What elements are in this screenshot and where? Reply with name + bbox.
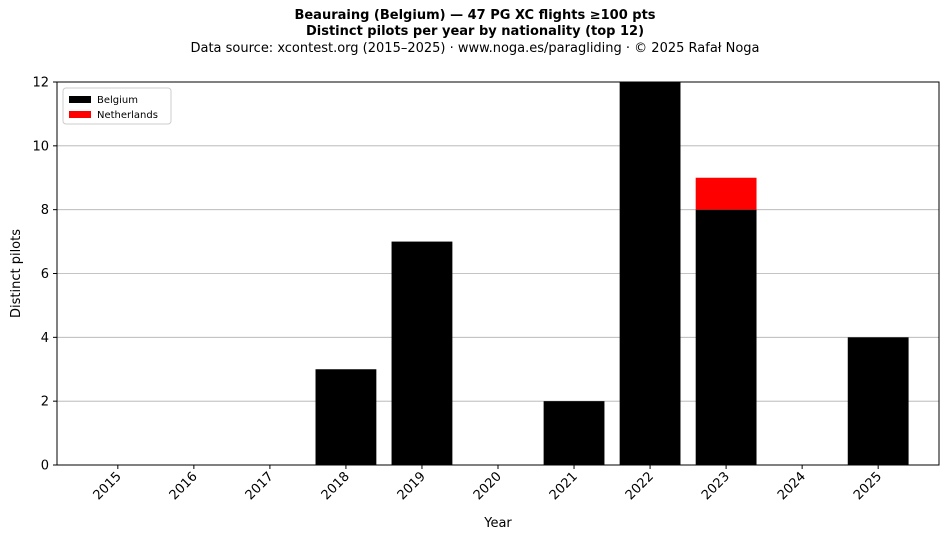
y-tick-label: 6 — [41, 267, 49, 282]
x-tick-label: 2023 — [699, 469, 733, 503]
y-axis-label: Distinct pilots — [9, 229, 24, 318]
y-tick-label: 0 — [41, 459, 49, 474]
y-axis: 0 2 4 6 8 10 12 — [32, 76, 57, 474]
bar-belgium-2018 — [315, 369, 377, 465]
x-tick-label: 2024 — [775, 469, 809, 503]
bar-belgium-2021 — [543, 401, 605, 465]
chart-title-2: Distinct pilots per year by nationality … — [305, 24, 645, 39]
legend-label-netherlands: Netherlands — [97, 110, 158, 121]
y-tick-label: 8 — [41, 203, 49, 218]
y-tick-label: 10 — [32, 139, 49, 154]
x-tick-label: 2019 — [395, 469, 429, 503]
x-axis: 2015 2016 2017 2018 2019 2020 2021 2022 2023 2024… — [91, 465, 885, 503]
grid-lines — [57, 145, 939, 402]
x-tick-label: 2021 — [547, 469, 581, 503]
x-tick-label: 2015 — [91, 469, 125, 503]
y-tick-label: 2 — [41, 395, 49, 410]
bar-belgium-2022 — [619, 82, 681, 465]
x-axis-label: Year — [483, 516, 512, 531]
x-tick-label: 2022 — [623, 469, 657, 503]
chart-title-block: Beauraing (Belgium) — 47 PG XC flights ≥… — [0, 8, 950, 57]
chart-title: Beauraing (Belgium) — 47 PG XC flights ≥… — [294, 8, 656, 23]
x-tick-label: 2017 — [243, 469, 277, 503]
x-tick-label: 2025 — [851, 469, 885, 503]
chart-subtitle: Data source: xcontest.org (2015–2025) · … — [190, 41, 760, 56]
bar-belgium-2023 — [695, 209, 757, 465]
y-tick-label: 4 — [41, 331, 49, 346]
y-tick-label: 12 — [32, 76, 49, 91]
bar-belgium-2025 — [847, 337, 909, 465]
legend: Belgium Netherlands — [62, 87, 172, 125]
legend-label-belgium: Belgium — [97, 95, 138, 106]
bar-belgium-2019 — [391, 241, 453, 465]
x-tick-label: 2016 — [167, 469, 201, 503]
bars — [315, 82, 909, 465]
legend-swatch-netherlands — [69, 111, 91, 118]
legend-swatch-belgium — [69, 96, 91, 103]
bar-netherlands-2023 — [695, 177, 757, 210]
x-tick-label: 2018 — [319, 469, 353, 503]
x-tick-label: 2020 — [471, 469, 505, 503]
